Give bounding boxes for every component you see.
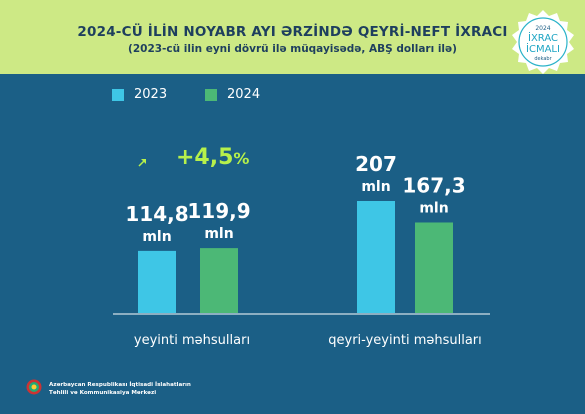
growth-unit: % (233, 149, 250, 168)
badge-year: 2024 (535, 25, 550, 32)
growth-value: +4,5 (176, 145, 234, 170)
growth-arrow-icon (138, 159, 146, 167)
footer-organization: Azərbaycan Respublikası İqtisadi İslahat… (49, 381, 191, 397)
badge-month: dekabr (534, 56, 552, 62)
emblem-icon (26, 379, 42, 395)
page-title: 2024-CÜ İLİN NOYABR AYI ƏRZİNDƏ QEYRİ-NE… (77, 24, 508, 40)
bar-2023-0 (138, 250, 176, 313)
unit-label-2023-1: mln (361, 179, 390, 195)
data-label-2023-0: 114,8 (125, 202, 188, 226)
footer-org-line1: Azərbaycan Respublikası İqtisadi İslahat… (49, 382, 191, 388)
bar-2023-1 (357, 201, 395, 313)
unit-label-2023-0: mln (142, 229, 171, 245)
badge-line2: İCMALI (526, 42, 560, 55)
unit-label-2024-0: mln (204, 226, 233, 242)
legend-item-2024: 2024 (205, 87, 260, 102)
export-review-badge-icon: 2024 İXRAC İCMALI dekabr (512, 10, 574, 74)
bar-2024-1 (415, 222, 453, 313)
bar-2024-0 (200, 248, 238, 313)
data-label-2023-1: 207 (355, 152, 397, 176)
data-label-2024-1: 167,3 (402, 173, 465, 197)
legend-swatch-2024 (205, 88, 217, 101)
legend-label-2023: 2023 (134, 87, 168, 102)
growth-indicator: +4,5% (176, 145, 249, 170)
data-label-2024-0: 119,9 (187, 199, 250, 223)
footer-org-line2: Təhlili və Kommunikasiya Mərkəzi (49, 390, 157, 396)
unit-label-2024-1: mln (419, 200, 448, 216)
legend-item-2023: 2023 (112, 87, 167, 102)
header-band (0, 0, 585, 74)
page-subtitle: (2023-cü ilin eyni dövrü ilə müqayisədə,… (128, 43, 457, 55)
category-label-0: yeyinti məhsulları (134, 333, 250, 348)
legend-swatch-2023 (112, 88, 124, 101)
category-label-1: qeyri-yeyinti məhsulları (328, 333, 482, 348)
badge-line1: İXRAC (528, 31, 558, 44)
legend-label-2024: 2024 (227, 87, 261, 102)
